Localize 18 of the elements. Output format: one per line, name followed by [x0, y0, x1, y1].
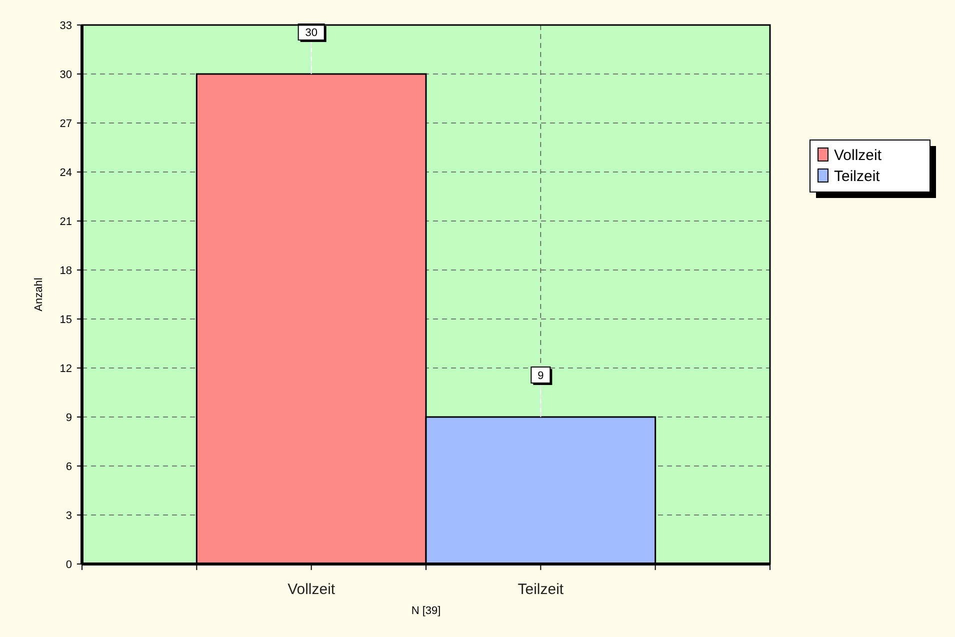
- y-tick-label: 15: [60, 314, 72, 326]
- y-tick-label: 12: [60, 363, 72, 375]
- y-tick-label: 33: [60, 20, 72, 32]
- x-axis-title: N [39]: [411, 605, 441, 617]
- y-tick-label: 24: [60, 167, 72, 179]
- y-axis-title: Anzahl: [33, 278, 45, 312]
- y-tick-label: 0: [66, 559, 72, 571]
- y-tick-label: 6: [66, 461, 72, 473]
- legend-label: Teilzeit: [834, 168, 881, 185]
- y-tick-label: 9: [66, 412, 72, 424]
- legend-label: Vollzeit: [834, 147, 882, 164]
- y-tick-label: 27: [60, 118, 72, 130]
- data-label: 9: [538, 370, 544, 382]
- y-tick-label: 3: [66, 510, 72, 522]
- y-tick-label: 18: [60, 265, 72, 277]
- y-tick-label: 21: [60, 216, 72, 228]
- data-label: 30: [305, 27, 318, 39]
- y-tick-label: 30: [60, 69, 72, 81]
